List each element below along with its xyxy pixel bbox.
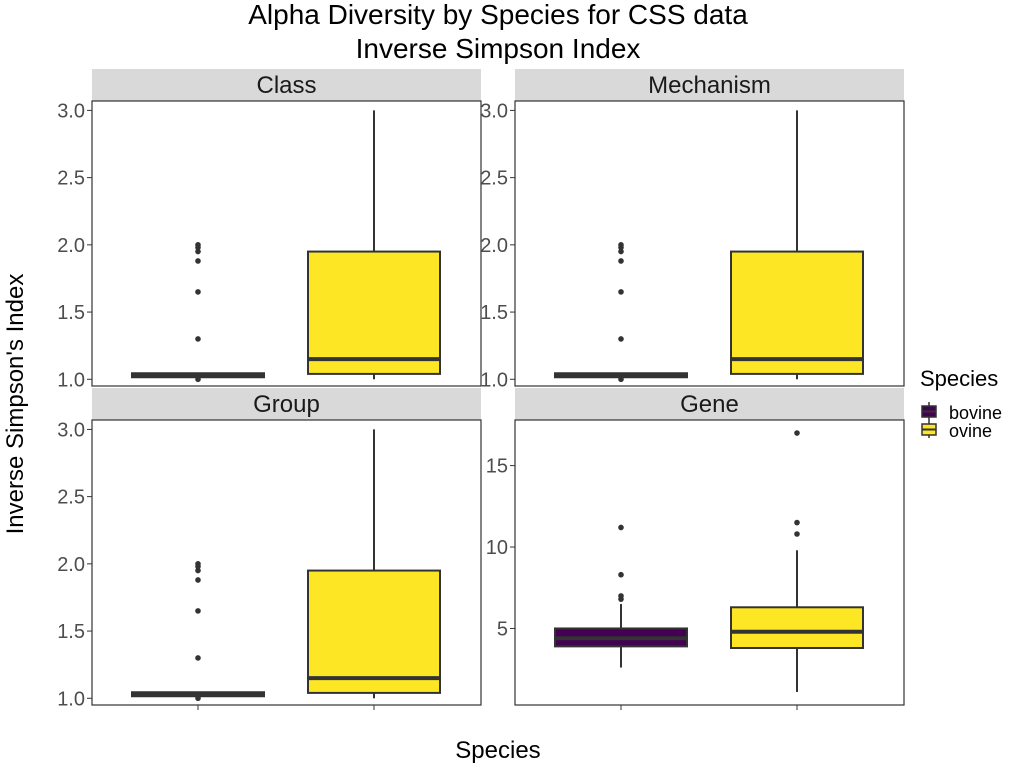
legend-title: Species: [920, 366, 998, 391]
boxplot-bovine: [554, 524, 688, 668]
y-tick-label: 2.5: [57, 168, 85, 190]
y-tick-label: 1.0: [57, 688, 85, 710]
box-ovine: [730, 606, 864, 649]
boxplot-ovine: [307, 429, 441, 699]
outlier-point: [195, 376, 201, 383]
panel-border: [91, 100, 482, 387]
facet-strip: [515, 388, 904, 420]
outlier-point: [195, 561, 201, 567]
panel-border: [514, 419, 905, 706]
facet-panel-gene: Gene 5 10 15: [486, 388, 905, 710]
y-tick-label: 1.5: [57, 302, 85, 324]
panel-border: [91, 419, 482, 706]
y-tick-label: 3.0: [480, 100, 508, 122]
outlier-point: [618, 571, 624, 578]
outlier-point: [618, 336, 624, 342]
box-ovine: [730, 250, 864, 375]
facet-strip: [515, 69, 904, 101]
facet-panel-group: Group 1.0 1.5 2.0 2.5 3.0: [57, 388, 482, 710]
facet-strip-label: Class: [256, 72, 316, 99]
x-axis-label: Species: [455, 737, 540, 764]
legend-label: bovine: [949, 403, 1002, 423]
chart-title: Alpha Diversity by Species for CSS data: [248, 0, 748, 30]
outlier-point: [618, 258, 624, 264]
legend-item-ovine: ovine: [921, 420, 992, 441]
y-tick-label: 2.0: [480, 235, 508, 257]
outlier-point: [195, 289, 201, 295]
boxplot-bovine: [131, 561, 265, 702]
boxplot-ovine: [730, 110, 864, 380]
y-tick-label: 1.0: [480, 369, 508, 391]
y-tick-label: 1.5: [480, 302, 508, 324]
legend-label: ovine: [949, 421, 992, 441]
boxplot-ovine: [307, 110, 441, 380]
y-tick-label: 2.0: [57, 554, 85, 576]
outlier-point: [195, 567, 201, 574]
outlier-point: [618, 376, 624, 383]
outlier-point: [195, 258, 201, 264]
outlier-point: [195, 336, 201, 342]
outlier-point: [195, 248, 201, 255]
y-tick-label: 2.5: [480, 168, 508, 190]
facet-panel-mechanism: Mechanism 1.0 1.5 2.0 2.5 3.0: [480, 69, 905, 391]
y-tick-label: 15: [486, 456, 508, 478]
y-tick-label: 10: [486, 537, 508, 559]
facet-strip: [92, 388, 481, 420]
panel-border: [514, 100, 905, 387]
y-tick-label: 1.5: [57, 621, 85, 643]
outlier-point: [618, 248, 624, 255]
outlier-point: [794, 430, 800, 436]
facet-strip: [92, 69, 481, 101]
chart-subtitle: Inverse Simpson Index: [356, 33, 641, 64]
outlier-point: [618, 593, 624, 599]
facet-strip-label: Mechanism: [648, 72, 771, 99]
outlier-point: [618, 242, 624, 248]
outlier-point: [195, 655, 201, 661]
y-tick-label: 2.5: [57, 487, 85, 509]
outlier-point: [195, 577, 201, 583]
legend-item-bovine: bovine: [921, 402, 1002, 423]
boxplot-bovine: [554, 242, 688, 383]
outlier-point: [794, 531, 800, 537]
box-ovine: [307, 569, 441, 694]
outlier-point: [195, 695, 201, 702]
facet-panels: Class 1.0 1.5 2.0 2.5 3.0 Mechanism 1.0 1.5 2.0 2.…: [57, 69, 905, 710]
y-tick-label: 3.0: [57, 100, 85, 122]
boxplot-ovine: [730, 430, 864, 692]
y-tick-label: 5: [497, 618, 508, 640]
facet-strip-label: Gene: [680, 391, 739, 418]
y-axis-label: Inverse Simpson's Index: [2, 274, 29, 535]
outlier-point: [195, 242, 201, 248]
outlier-point: [195, 608, 201, 614]
y-tick-label: 1.0: [57, 369, 85, 391]
outlier-point: [794, 519, 800, 526]
facet-panel-class: Class 1.0 1.5 2.0 2.5 3.0: [57, 69, 482, 391]
box-ovine: [307, 250, 441, 375]
outlier-point: [618, 524, 624, 531]
outlier-point: [618, 289, 624, 295]
facet-strip-label: Group: [253, 391, 320, 418]
boxplot-bovine: [131, 242, 265, 383]
y-tick-label: 3.0: [57, 419, 85, 441]
y-tick-label: 2.0: [57, 235, 85, 257]
